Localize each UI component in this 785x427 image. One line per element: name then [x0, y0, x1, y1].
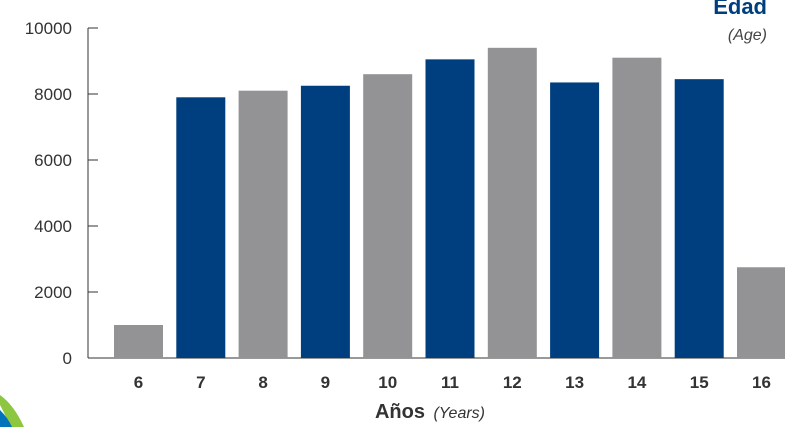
x-tick-label: 10 — [378, 373, 397, 392]
bar-10 — [363, 74, 413, 358]
bar-9 — [300, 85, 350, 358]
bar-8 — [238, 90, 288, 358]
corner-swoosh-blue — [0, 410, 12, 427]
bar-11 — [425, 59, 475, 358]
x-tick-label: 16 — [752, 373, 771, 392]
bar-12 — [487, 47, 537, 359]
corner-swoosh-green — [0, 395, 24, 427]
corner-subtitle: (Age) — [728, 27, 767, 44]
x-tick-label: 14 — [627, 373, 646, 392]
bars — [114, 47, 785, 359]
y-tick-label: 2000 — [34, 283, 72, 302]
bar-7 — [176, 97, 226, 359]
y-tick-label: 10000 — [25, 19, 72, 38]
y-tick-label: 6000 — [34, 151, 72, 170]
x-tick-label: 9 — [321, 373, 330, 392]
bar-13 — [550, 82, 600, 358]
x-tick-label: 11 — [441, 373, 459, 392]
bar-16 — [737, 267, 785, 358]
x-tick-label: 7 — [196, 373, 205, 392]
x-tick-label: 8 — [258, 373, 267, 392]
bar-6 — [114, 325, 163, 358]
x-tick-label: 6 — [134, 373, 143, 392]
x-axis-title-sub: (Years) — [433, 405, 485, 422]
x-tick-label: 13 — [565, 373, 584, 392]
x-axis-tick-labels: 6 7 8 9 10 11 12 13 14 15 16 — [134, 373, 771, 392]
x-axis-title-main: Años — [375, 401, 425, 423]
corner-title: Edad — [713, 0, 767, 19]
y-tick-label: 8000 — [34, 85, 72, 104]
y-tick-label: 0 — [63, 349, 72, 368]
bar-15 — [674, 79, 724, 359]
y-axis-ticks: 0 2000 4000 6000 8000 10000 — [25, 19, 98, 368]
x-tick-label: 12 — [503, 373, 522, 392]
x-axis-title: Años (Years) — [375, 401, 485, 423]
y-tick-label: 4000 — [34, 217, 72, 236]
bar-14 — [612, 57, 662, 358]
x-tick-label: 15 — [690, 373, 709, 392]
